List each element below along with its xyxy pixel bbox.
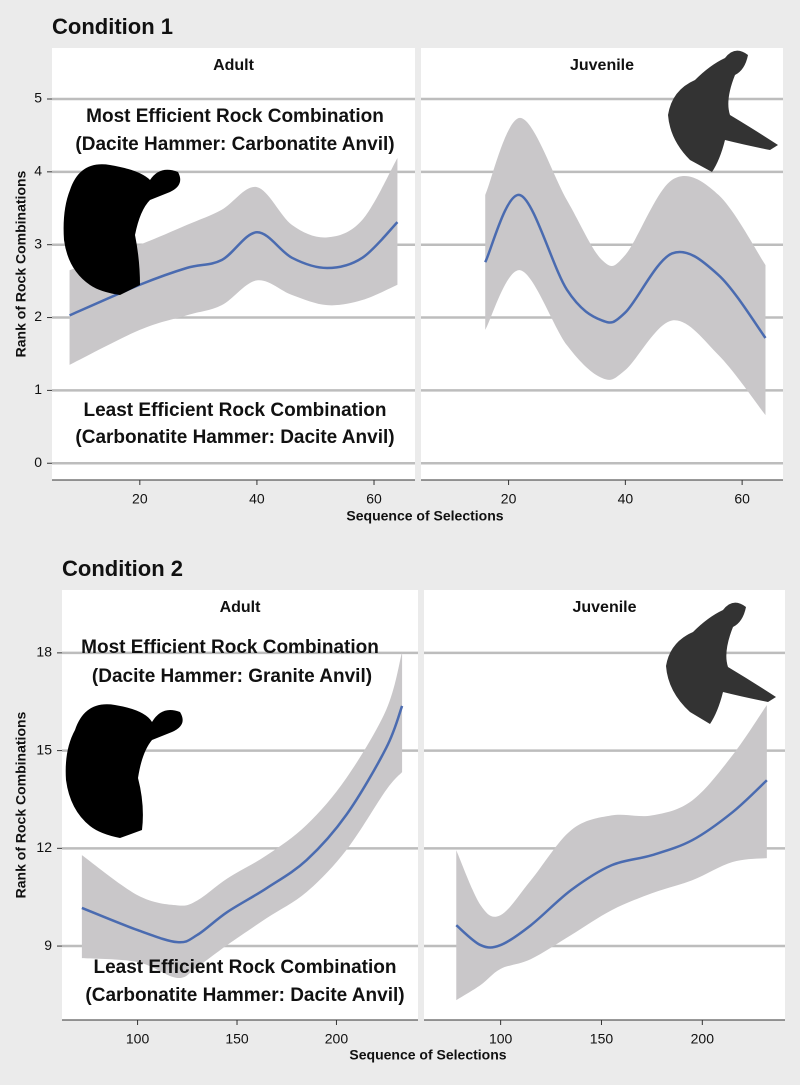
annotation: Least Efficient Rock Combination [94,957,397,978]
annotation: Least Efficient Rock Combination [84,400,387,421]
panel-title: Adult [213,57,255,74]
x-tick-label: 100 [489,1031,513,1047]
confidence-band [81,651,403,979]
confidence-band [485,117,766,416]
y-tick-label: 5 [34,90,42,106]
panel-title: Adult [220,599,262,616]
silhouettes [63,50,778,838]
annotation: (Dacite Hammer: Granite Anvil) [92,666,372,687]
x-axis-label: Sequence of Selections [346,508,503,524]
x-tick-label: 200 [325,1031,349,1047]
y-tick-label: 12 [36,839,52,855]
x-tick-label: 40 [249,491,265,507]
x-tick-label: 20 [132,491,148,507]
y-tick-label: 1 [34,381,42,397]
y-tick-label: 4 [34,163,42,179]
condition-title: Condition 1 [52,14,173,39]
x-tick-label: 200 [691,1031,715,1047]
confidence-band [69,158,398,365]
y-tick-label: 15 [36,741,52,757]
smooth-line [81,705,404,944]
y-tick-label: 0 [34,454,42,470]
y-axis-label: Rank of Rock Combinations [13,711,29,898]
juvenile-silhouette [666,50,778,724]
annotation: (Dacite Hammer: Carbonatite Anvil) [75,134,394,155]
annotation: (Carbonatite Hammer: Dacite Anvil) [75,427,394,448]
confidence-band [456,704,767,1001]
panel-title: Juvenile [572,599,636,616]
annotation: (Carbonatite Hammer: Dacite Anvil) [85,985,404,1006]
x-tick-label: 20 [501,491,517,507]
smooth-line [69,221,399,317]
x-tick-label: 60 [734,491,750,507]
y-tick-label: 3 [34,235,42,251]
x-tick-label: 40 [618,491,634,507]
smooth-line [484,193,767,339]
adult-silhouette [63,164,183,838]
smooth-line [455,779,768,949]
x-tick-label: 150 [590,1031,614,1047]
annotation: Most Efficient Rock Combination [86,106,384,127]
condition-title: Condition 2 [62,556,183,581]
panel-title: Juvenile [570,57,634,74]
y-tick-label: 18 [36,644,52,660]
x-tick-label: 150 [225,1031,249,1047]
x-axis-label: Sequence of Selections [349,1047,506,1063]
y-tick-label: 2 [34,308,42,324]
y-axis-label: Rank of Rock Combinations [13,170,29,357]
y-tick-label: 9 [44,937,52,953]
x-tick-label: 100 [126,1031,150,1047]
x-tick-label: 60 [366,491,382,507]
annotation: Most Efficient Rock Combination [81,637,379,658]
